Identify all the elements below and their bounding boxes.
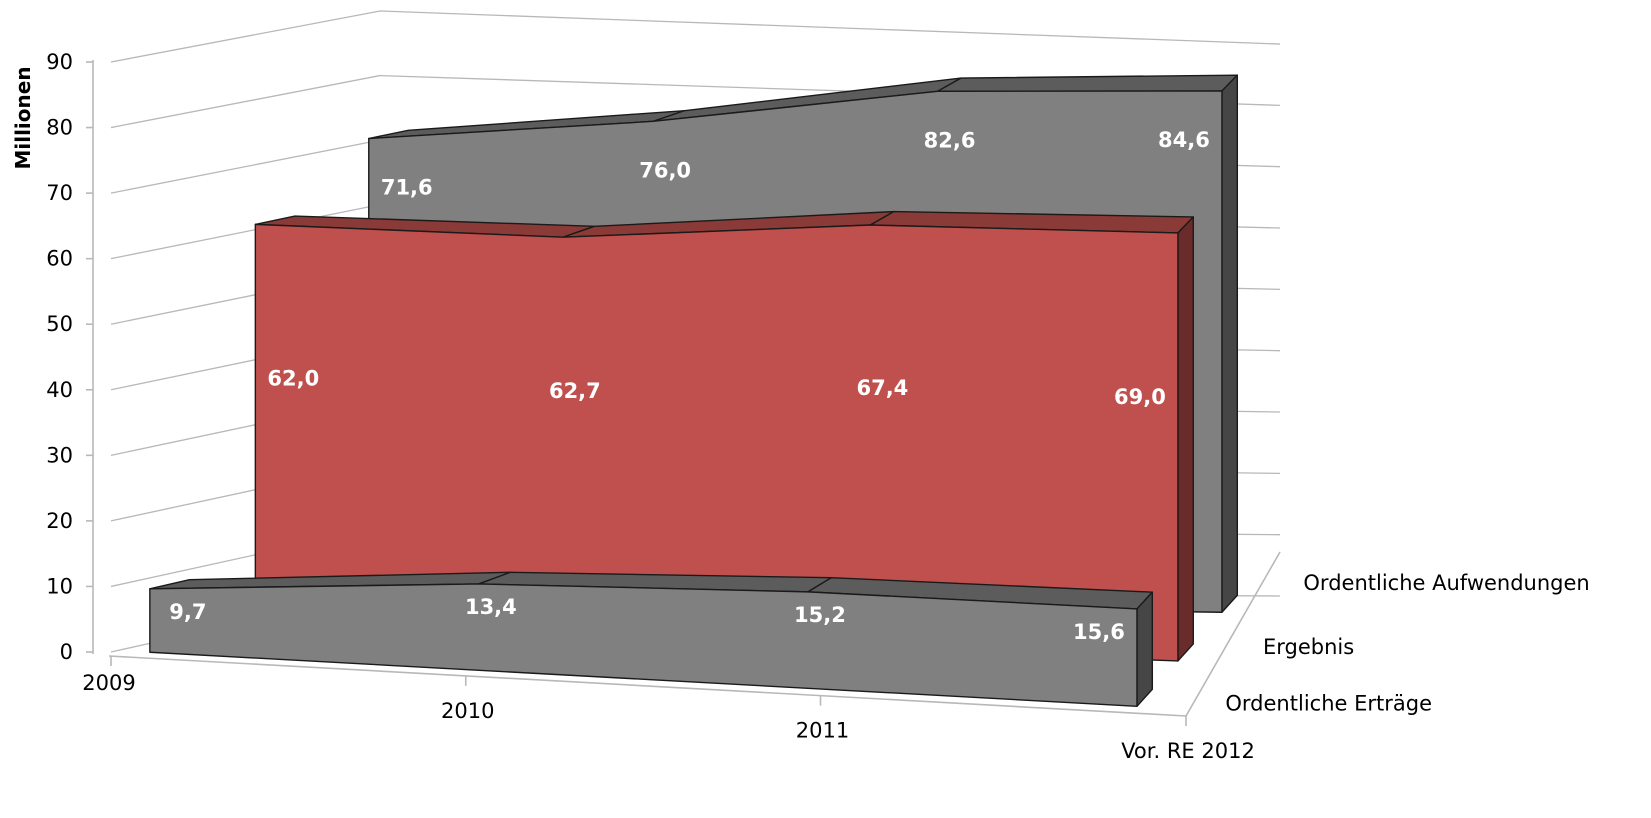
data-label: 15,6 xyxy=(1073,620,1125,644)
x-tick-label: 2010 xyxy=(441,699,494,723)
label-layer: 71,6 76,0 82,6 84,6 62,0 62,7 67,4 69,0 9,7 13,4 1… xyxy=(169,128,1210,644)
data-label: 76,0 xyxy=(639,158,691,182)
series-end-cap xyxy=(1177,216,1194,662)
data-label: 9,7 xyxy=(169,600,206,624)
data-label: 82,6 xyxy=(924,128,976,152)
y-tick-label: 90 xyxy=(46,50,73,74)
series-top-surface xyxy=(936,74,1239,93)
gridline xyxy=(110,10,1281,63)
y-tick-label: 60 xyxy=(46,247,73,271)
y-axis-title: Millionen xyxy=(11,66,35,169)
y-tick-label: 10 xyxy=(46,574,73,598)
data-label: 62,0 xyxy=(267,367,319,391)
series-name-label: Ordentliche Aufwendungen xyxy=(1303,571,1589,595)
data-label: 69,0 xyxy=(1114,385,1166,409)
depth-axis-line xyxy=(1185,551,1281,717)
y-tick-label: 80 xyxy=(46,116,73,140)
axis-layer: 0 10 20 30 40 50 60 70 80 90 2009 2010 2011 Vor. RE 2… xyxy=(46,50,1589,763)
series-name-label: Ordentliche Erträge xyxy=(1225,691,1432,715)
y-tick-label: 30 xyxy=(46,443,73,467)
y-tick-label: 20 xyxy=(46,509,73,533)
y-tick-label: 0 xyxy=(60,640,73,664)
series-2 xyxy=(149,571,1154,707)
data-label: 13,4 xyxy=(465,595,517,619)
data-label: 62,7 xyxy=(549,379,601,403)
y-tick-label: 50 xyxy=(46,312,73,336)
series-name-label: Ergebnis xyxy=(1263,635,1354,659)
series-end-cap xyxy=(1136,591,1154,707)
series-end-cap xyxy=(1221,74,1239,613)
series-front-face xyxy=(149,583,1138,707)
series-1 xyxy=(254,210,1194,662)
y-tick-label: 70 xyxy=(46,181,73,205)
series-layer xyxy=(149,74,1239,707)
data-label: 15,2 xyxy=(794,603,846,627)
x-axis-line xyxy=(108,655,1187,717)
x-tick-label: Vor. RE 2012 xyxy=(1121,739,1255,763)
x-tick-label: 2009 xyxy=(82,671,135,695)
data-label: 84,6 xyxy=(1158,128,1210,152)
x-tick-label: 2011 xyxy=(796,719,849,743)
data-label: 67,4 xyxy=(856,376,908,400)
y-tick-label: 40 xyxy=(46,378,73,402)
data-label: 71,6 xyxy=(381,176,433,200)
